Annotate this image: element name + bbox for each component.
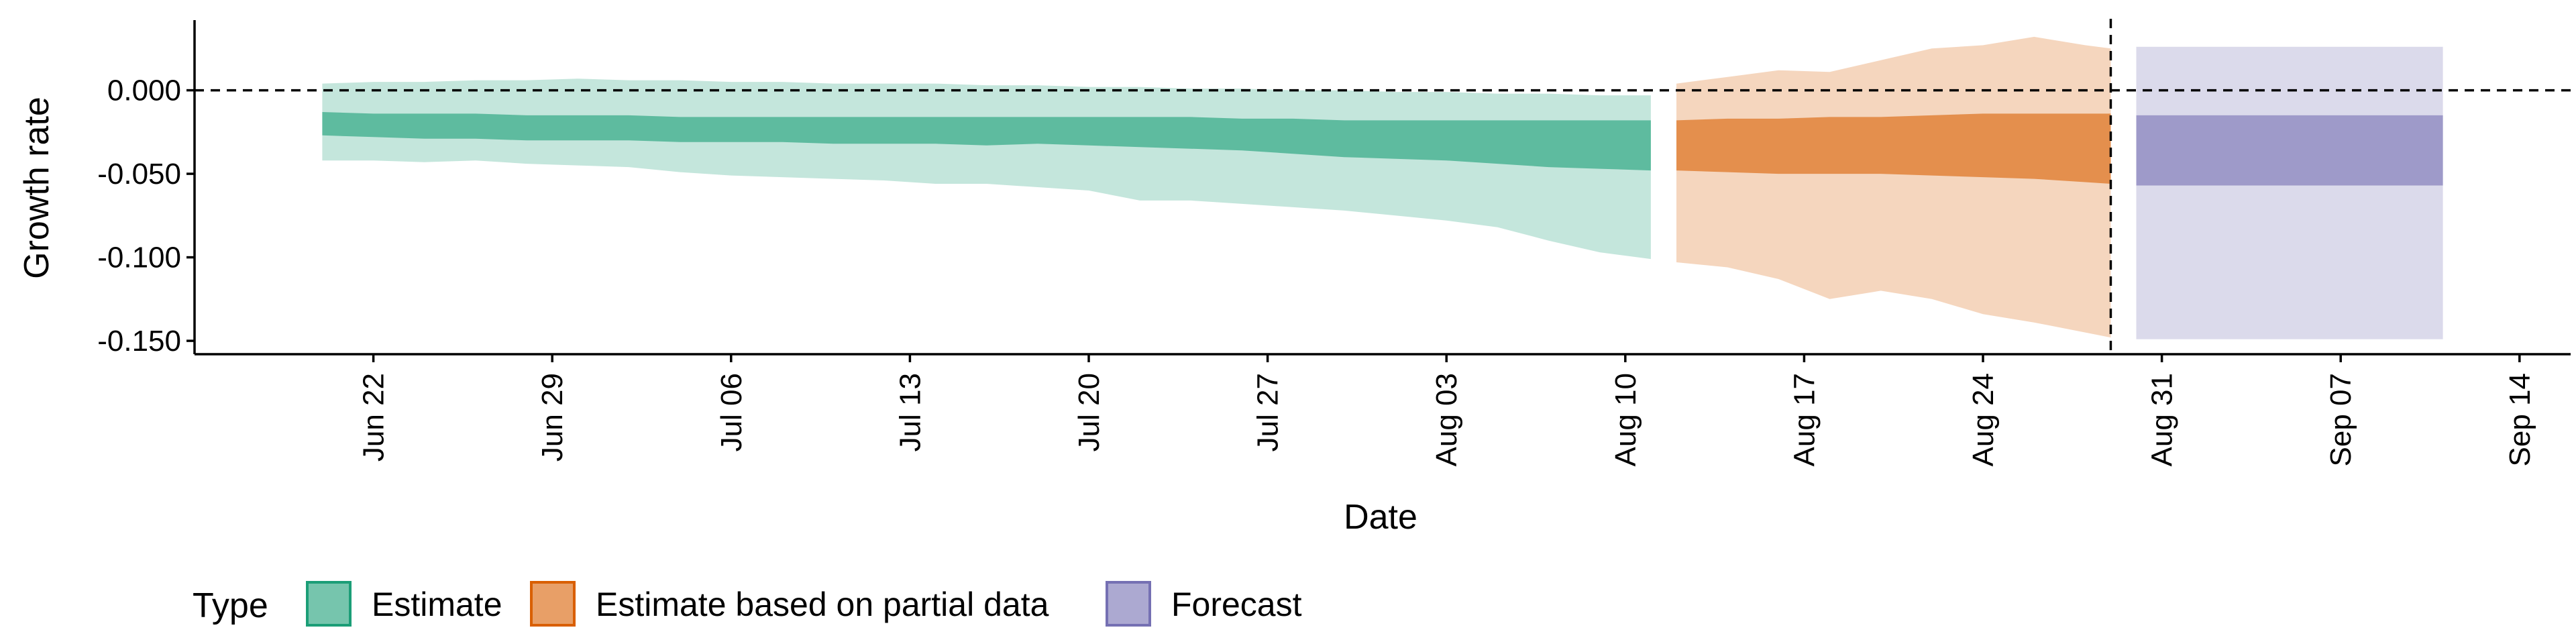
y-tick-label: -0.100 bbox=[97, 241, 181, 274]
estimate-based-on-partial-data-band-50 bbox=[1676, 113, 2111, 184]
x-tick-label: Aug 24 bbox=[1967, 373, 2000, 466]
chart-legend: Type Estimate Estimate based on partial d… bbox=[193, 581, 1302, 627]
chart-bands bbox=[322, 36, 2443, 339]
x-tick-label: Sep 14 bbox=[2504, 373, 2536, 466]
estimate-band-90 bbox=[322, 78, 1651, 260]
x-tick-label: Jul 06 bbox=[715, 373, 748, 451]
forecast-legend-label: Forecast bbox=[1171, 586, 1302, 623]
x-tick-label: Jun 29 bbox=[536, 373, 569, 462]
chart-axes: 0.000 -0.050 -0.100 -0.150 Jun 22 Jun 29 Jul 0… bbox=[97, 20, 2571, 466]
y-tick-label: -0.050 bbox=[97, 158, 181, 191]
estimate-based-on-partial-data-band-90 bbox=[1676, 36, 2111, 338]
x-tick-label: Aug 03 bbox=[1430, 373, 1463, 466]
legend-title: Type bbox=[193, 586, 268, 625]
estimate-based-on-partial-data-legend-key bbox=[530, 581, 576, 627]
estimate-based-on-partial-data-legend-label: Estimate based on partial data bbox=[596, 586, 1049, 623]
forecast-legend-key bbox=[1106, 581, 1151, 627]
x-tick-label: Jun 22 bbox=[358, 373, 390, 462]
x-tick-label: Jul 20 bbox=[1073, 373, 1106, 451]
estimate-band-50 bbox=[322, 112, 1651, 171]
x-tick-label: Aug 17 bbox=[1788, 373, 1821, 466]
x-tick-label: Jul 27 bbox=[1252, 373, 1285, 451]
y-tick-label: -0.150 bbox=[97, 325, 181, 358]
estimate-legend-label: Estimate bbox=[372, 586, 502, 623]
forecast-band-50 bbox=[2136, 115, 2443, 186]
y-tick-label: 0.000 bbox=[107, 74, 181, 107]
x-tick-label: Jul 13 bbox=[894, 373, 926, 451]
reference-lines bbox=[195, 19, 2571, 354]
x-axis-label: Date bbox=[1344, 498, 1417, 537]
estimate-legend-key bbox=[306, 581, 352, 627]
x-tick-label: Sep 07 bbox=[2324, 373, 2357, 466]
x-tick-label: Aug 31 bbox=[2146, 373, 2179, 466]
y-axis-label: Growth rate bbox=[17, 97, 56, 279]
x-tick-label: Aug 10 bbox=[1609, 373, 1642, 466]
